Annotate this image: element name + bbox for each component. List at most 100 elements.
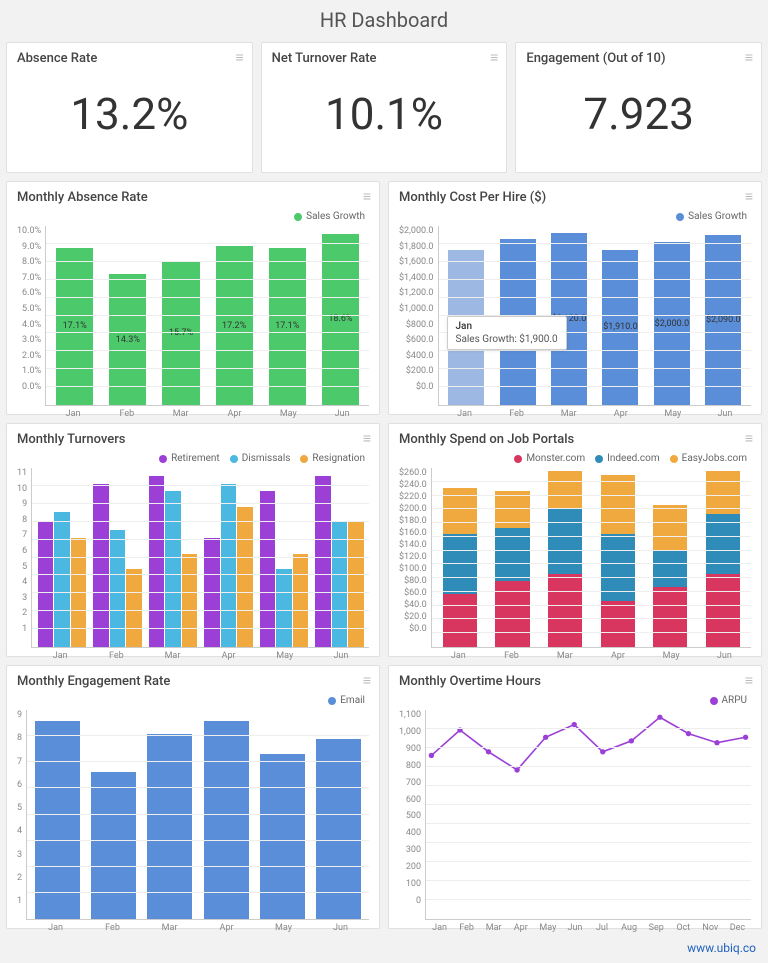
menu-icon[interactable]: ≡	[490, 51, 498, 65]
x-tick: Mar	[538, 651, 591, 661]
line-point[interactable]	[714, 740, 719, 745]
line-point[interactable]	[543, 735, 548, 740]
line-point[interactable]	[486, 749, 491, 754]
bar[interactable]	[204, 721, 249, 919]
bar[interactable]	[93, 484, 109, 647]
menu-icon[interactable]: ≡	[363, 432, 371, 446]
bar[interactable]	[276, 569, 292, 647]
bar-segment[interactable]	[653, 505, 687, 551]
line-point[interactable]	[657, 715, 662, 720]
y-tick: 10	[17, 484, 27, 494]
y-tick: 0	[399, 896, 421, 906]
legend-label: EasyJobs.com	[682, 453, 747, 464]
y-tick: 3	[17, 850, 22, 860]
bar-segment[interactable]	[601, 601, 635, 647]
chart-plot: JanFebMarAprMayJun	[26, 710, 369, 920]
chart-legend: Monster.comIndeed.comEasyJobs.com	[399, 451, 751, 468]
bar-slot	[29, 710, 85, 919]
bar[interactable]: 15.7%	[162, 262, 199, 405]
grid-line	[439, 297, 752, 298]
line-point[interactable]	[686, 731, 691, 736]
menu-icon[interactable]: ≡	[363, 190, 371, 204]
bar-value-label: $1,910.0	[602, 322, 638, 332]
bar[interactable]: 17.2%	[216, 246, 253, 405]
line-point[interactable]	[572, 722, 577, 727]
bar-segment[interactable]	[653, 551, 687, 587]
menu-icon[interactable]: ≡	[745, 190, 753, 204]
y-tick: 6	[17, 780, 22, 790]
bar[interactable]	[315, 476, 331, 647]
bar-stack[interactable]	[443, 488, 477, 647]
bar-stack[interactable]	[495, 491, 529, 647]
bar[interactable]	[260, 491, 276, 647]
bar-stack[interactable]	[601, 475, 635, 647]
grid-line	[439, 368, 752, 369]
bar[interactable]	[35, 721, 80, 919]
bar-value-label: 18.6%	[322, 314, 359, 324]
y-tick: 400	[399, 828, 421, 838]
bar-stack[interactable]	[706, 471, 740, 647]
bar[interactable]	[182, 554, 198, 647]
bar-segment[interactable]	[548, 574, 582, 647]
bar-stack[interactable]	[548, 471, 582, 647]
bar-stack[interactable]	[653, 504, 687, 647]
y-tick: 5	[17, 562, 27, 572]
bar[interactable]	[221, 484, 237, 647]
line-point[interactable]	[429, 753, 434, 758]
legend-item: Dismissals	[230, 453, 291, 464]
x-tick: Mar	[543, 409, 595, 419]
y-tick: 2.0%	[17, 351, 41, 361]
y-tick: $1,800.0	[399, 242, 434, 252]
bar[interactable]	[149, 476, 165, 647]
legend-swatch	[328, 697, 336, 705]
menu-icon[interactable]: ≡	[236, 51, 244, 65]
chart-legend: ARPU	[399, 693, 751, 710]
bar-segment[interactable]	[443, 594, 477, 647]
grid-line	[432, 536, 751, 537]
legend-item: Resignation	[300, 453, 365, 464]
bar[interactable]: 17.1%	[56, 248, 93, 405]
x-tick: Jan	[439, 409, 491, 419]
bar[interactable]: $2,000.0	[654, 242, 690, 405]
bar[interactable]	[165, 491, 181, 647]
bar[interactable]	[91, 772, 136, 919]
grid-line	[432, 605, 751, 606]
menu-icon[interactable]: ≡	[745, 51, 753, 65]
bar[interactable]	[126, 569, 142, 647]
bar[interactable]: 18.6%	[322, 234, 359, 405]
line-point[interactable]	[743, 735, 748, 740]
bar[interactable]	[293, 554, 309, 647]
bar[interactable]	[260, 754, 305, 919]
line-point[interactable]	[629, 738, 634, 743]
menu-icon[interactable]: ≡	[745, 674, 753, 688]
bar[interactable]	[54, 512, 70, 647]
bar[interactable]: 17.1%	[269, 248, 306, 405]
bar-slot: 17.1%	[261, 226, 314, 405]
grid-line	[32, 557, 369, 558]
y-tick: $100.0	[399, 564, 427, 574]
bar-segment[interactable]	[653, 587, 687, 647]
y-tick: $600.0	[399, 335, 434, 345]
menu-icon[interactable]: ≡	[363, 674, 371, 688]
bar-group	[201, 468, 256, 647]
y-tick: $1,400.0	[399, 273, 434, 283]
bar-group	[34, 468, 89, 647]
bar-segment[interactable]	[548, 471, 582, 507]
line-point[interactable]	[514, 767, 519, 772]
legend-label: Retirement	[171, 453, 220, 464]
bar-segment[interactable]	[706, 514, 740, 574]
bar-segment[interactable]	[706, 574, 740, 647]
menu-icon[interactable]: ≡	[745, 432, 753, 446]
bar[interactable]	[110, 530, 126, 647]
y-tick: 600	[399, 795, 421, 805]
grid-line	[32, 628, 369, 629]
bar[interactable]	[237, 507, 253, 647]
footer-link[interactable]: www.ubiq.co	[687, 941, 756, 955]
bar-slot: $2,090.0	[698, 226, 749, 405]
legend-item: Sales Growth	[676, 211, 747, 222]
line-point[interactable]	[600, 749, 605, 754]
bar[interactable]: $1,910.0	[602, 250, 638, 405]
bar-segment[interactable]	[601, 475, 635, 535]
chart-card-turnovers: Monthly Turnovers ≡ RetirementDismissals…	[6, 423, 380, 657]
bar-slot	[311, 710, 367, 919]
